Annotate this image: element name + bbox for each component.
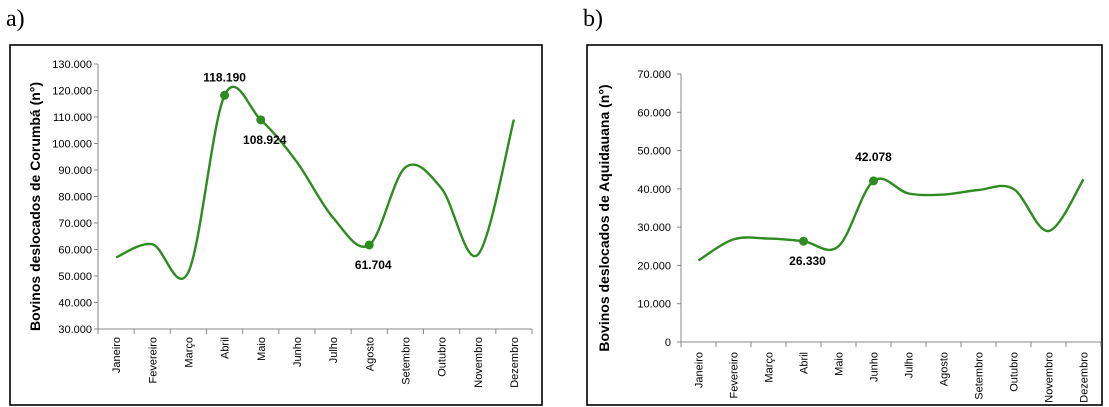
y-axis-label: Bovinos deslocados de Aquidauana (n°): [596, 84, 612, 351]
x-tick-label: Dezembro: [1079, 352, 1091, 403]
y-tick-label: 70.000: [637, 69, 671, 81]
y-tick-label: 50.000: [637, 146, 671, 158]
y-tick-label: 40.000: [58, 298, 92, 310]
x-tick-label: Maio: [834, 352, 846, 376]
data-point-marker: [364, 240, 374, 250]
chart-frame: [9, 44, 543, 406]
y-tick-label: 20.000: [637, 260, 671, 272]
y-tick-label: 30.000: [637, 222, 671, 234]
x-tick-label: Abril: [799, 352, 811, 374]
data-label: 26.330: [789, 254, 826, 268]
y-tick-label: 120.000: [52, 86, 92, 98]
x-tick-label: Junho: [292, 337, 304, 367]
x-tick-label: Novembro: [473, 337, 485, 388]
y-tick-label: 50.000: [58, 271, 92, 283]
x-tick-label: Fevereiro: [729, 352, 741, 398]
data-label: 118.190: [203, 70, 246, 84]
x-tick-label: Fevereiro: [147, 337, 159, 383]
x-tick-label: Abril: [220, 337, 232, 359]
x-tick-label: Agosto: [364, 337, 376, 371]
data-label: 108.924: [243, 133, 287, 147]
y-tick-label: 70.000: [58, 218, 92, 230]
y-tick-label: 90.000: [58, 165, 92, 177]
data-point-marker: [799, 236, 808, 246]
y-tick-label: 30.000: [58, 324, 92, 336]
x-tick-label: Novembro: [1044, 352, 1056, 403]
y-axis-label: Bovinos deslocados de Corumbá (n°): [27, 82, 43, 331]
chart-aquidauana: 0 10.000 20.000 30.000 40.000 50.000 60.000 70.…: [586, 44, 1103, 406]
series-line: [115, 85, 516, 281]
data-label: 61.704: [355, 258, 392, 272]
x-tick-label: Outubro: [437, 337, 449, 377]
series-line: [697, 177, 1085, 262]
data-point-marker: [869, 176, 878, 186]
x-tick-label: Janeiro: [694, 352, 706, 388]
chart-frame: [586, 44, 1103, 406]
chart-corumba: 30.000 40.000 50.000 60.000 70.000 80.000 90.0…: [9, 44, 543, 406]
panel-a-letter: a): [6, 6, 25, 32]
x-tick-label: Outubro: [1009, 352, 1021, 392]
y-tick-label: 110.000: [53, 112, 92, 124]
x-tick-label: Julho: [328, 337, 340, 363]
x-tick-label: Agosto: [939, 352, 951, 386]
data-label: 42.078: [855, 150, 892, 164]
panel-b-letter: b): [583, 6, 603, 32]
y-tick-label: 60.000: [58, 245, 92, 257]
x-tick-label: Março: [764, 352, 776, 383]
y-tick-label: 80.000: [58, 192, 92, 204]
y-tick-label: 100.000: [52, 139, 92, 151]
y-tick-label: 10.000: [637, 299, 671, 311]
x-tick-label: Setembro: [974, 352, 986, 400]
x-tick-label: Maio: [256, 337, 268, 361]
data-point-marker: [220, 90, 230, 100]
x-tick-label: Julho: [904, 352, 916, 378]
data-point-marker: [256, 115, 266, 125]
y-tick-label: 40.000: [637, 184, 671, 196]
x-tick-label: Março: [183, 337, 195, 368]
y-tick-label: 60.000: [637, 107, 671, 119]
x-tick-label: Setembro: [400, 337, 412, 385]
y-tick-label: 130.000: [52, 59, 92, 71]
x-tick-label: Junho: [869, 352, 881, 382]
x-tick-label: Dezembro: [509, 337, 521, 388]
x-tick-label: Janeiro: [111, 337, 123, 373]
y-tick-label: 0: [665, 337, 671, 349]
